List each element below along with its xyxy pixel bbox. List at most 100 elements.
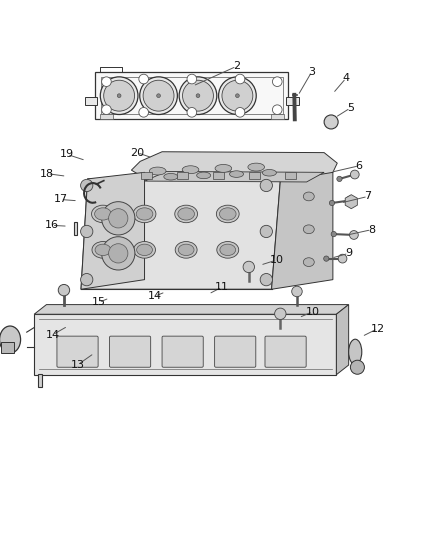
Circle shape [272, 105, 282, 115]
Circle shape [157, 94, 160, 98]
Ellipse shape [182, 166, 199, 174]
Circle shape [102, 201, 135, 235]
Circle shape [235, 74, 245, 84]
Bar [141, 172, 152, 179]
Ellipse shape [133, 205, 156, 223]
Ellipse shape [0, 326, 21, 353]
Text: 2: 2 [233, 61, 240, 71]
Circle shape [81, 179, 93, 191]
Bar [249, 172, 260, 179]
Ellipse shape [95, 244, 111, 255]
Ellipse shape [262, 169, 276, 176]
Circle shape [187, 108, 197, 117]
FancyBboxPatch shape [162, 336, 203, 367]
Ellipse shape [248, 163, 265, 171]
Text: 14: 14 [148, 291, 162, 301]
Bar [1, 342, 14, 353]
Circle shape [235, 108, 245, 117]
Bar [286, 97, 299, 105]
Polygon shape [34, 304, 349, 314]
Bar [38, 374, 42, 387]
Polygon shape [272, 172, 333, 289]
Bar [34, 314, 336, 375]
Circle shape [139, 108, 148, 117]
Circle shape [102, 77, 111, 86]
Circle shape [260, 225, 272, 238]
Bar [85, 97, 97, 105]
Text: 10: 10 [270, 255, 284, 265]
Circle shape [272, 77, 282, 86]
Circle shape [338, 254, 347, 263]
Polygon shape [336, 304, 349, 375]
Ellipse shape [230, 171, 244, 177]
Circle shape [104, 80, 134, 111]
Text: 9: 9 [345, 248, 352, 259]
Text: 15: 15 [92, 297, 106, 308]
Ellipse shape [220, 244, 236, 255]
Text: 4: 4 [343, 73, 350, 83]
Circle shape [275, 308, 286, 319]
Circle shape [324, 256, 329, 261]
Circle shape [236, 94, 239, 98]
Polygon shape [81, 179, 280, 289]
Text: 16: 16 [45, 220, 59, 230]
Bar [213, 172, 224, 179]
Text: 10: 10 [306, 306, 320, 317]
Circle shape [109, 244, 128, 263]
Circle shape [58, 285, 70, 296]
Ellipse shape [349, 339, 362, 365]
Circle shape [243, 261, 254, 273]
Circle shape [196, 94, 200, 98]
Ellipse shape [92, 205, 114, 223]
Text: 11: 11 [215, 282, 229, 292]
Ellipse shape [95, 208, 111, 220]
Ellipse shape [303, 225, 314, 233]
Ellipse shape [178, 244, 194, 255]
Text: 13: 13 [71, 360, 85, 369]
Circle shape [260, 273, 272, 286]
Ellipse shape [303, 192, 314, 201]
Bar [74, 222, 77, 235]
Text: 18: 18 [40, 168, 54, 179]
Ellipse shape [92, 241, 114, 258]
Polygon shape [81, 172, 145, 289]
Text: 20: 20 [130, 148, 144, 158]
Bar [100, 114, 113, 119]
Ellipse shape [215, 165, 232, 172]
Circle shape [81, 273, 93, 286]
Circle shape [337, 176, 342, 182]
Text: 12: 12 [371, 324, 385, 334]
Text: 5: 5 [347, 103, 354, 113]
Circle shape [260, 179, 272, 191]
Circle shape [102, 237, 135, 270]
Ellipse shape [149, 167, 166, 175]
FancyBboxPatch shape [57, 336, 98, 367]
Ellipse shape [136, 208, 153, 220]
Circle shape [139, 74, 148, 84]
Circle shape [102, 105, 111, 115]
Circle shape [117, 94, 121, 98]
FancyBboxPatch shape [215, 336, 256, 367]
Ellipse shape [217, 241, 239, 258]
Text: 17: 17 [53, 195, 67, 205]
Circle shape [109, 209, 128, 228]
Circle shape [179, 77, 217, 115]
Ellipse shape [175, 241, 197, 258]
Ellipse shape [175, 205, 198, 223]
Ellipse shape [197, 172, 211, 179]
Bar [177, 172, 188, 179]
Circle shape [324, 115, 338, 129]
Circle shape [292, 286, 302, 297]
FancyBboxPatch shape [265, 336, 306, 367]
Text: 8: 8 [368, 225, 375, 235]
Circle shape [350, 231, 358, 239]
Ellipse shape [216, 205, 239, 223]
Circle shape [350, 360, 364, 374]
Ellipse shape [219, 208, 236, 220]
Circle shape [81, 225, 93, 238]
Circle shape [329, 200, 335, 206]
Text: 19: 19 [60, 149, 74, 159]
Circle shape [100, 77, 138, 115]
Circle shape [187, 74, 197, 84]
Circle shape [331, 231, 336, 237]
